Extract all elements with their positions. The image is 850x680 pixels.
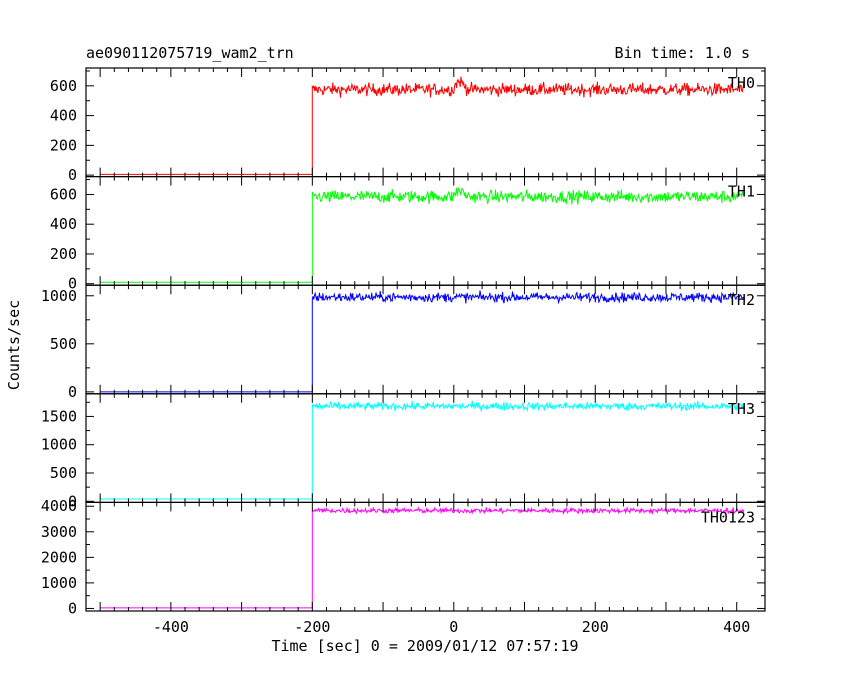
y-tick-label: 200 <box>50 245 77 263</box>
y-tick-label: 3000 <box>41 523 77 541</box>
x-tick-label: -400 <box>153 618 189 636</box>
y-tick-label: 400 <box>50 107 77 125</box>
panel-label-th1: TH1 <box>728 183 755 201</box>
y-tick-label: 1500 <box>41 407 77 425</box>
x-tick-label: 400 <box>723 618 750 636</box>
panel-frame-th1 <box>85 176 766 286</box>
panel-label-th0: TH0 <box>728 74 755 92</box>
x-tick-label: -200 <box>294 618 330 636</box>
series-line-th3 <box>100 400 745 500</box>
y-tick-label: 0 <box>68 492 77 510</box>
y-tick-label: 600 <box>50 77 77 95</box>
y-tick-label: 500 <box>50 335 77 353</box>
panel-label-th0123: TH0123 <box>701 508 755 526</box>
y-tick-label: 1000 <box>41 574 77 592</box>
chart-title: ae090112075719_wam2_trn <box>86 44 294 62</box>
panel-label-th3: TH3 <box>728 400 755 418</box>
y-tick-label: 1000 <box>41 287 77 305</box>
y-tick-label: 0 <box>68 166 77 184</box>
y-tick-label: 200 <box>50 136 77 154</box>
y-tick-label: 2000 <box>41 548 77 566</box>
series-line-th0 <box>100 76 745 175</box>
panel-frame-th3 <box>85 393 766 503</box>
y-tick-label: 500 <box>50 464 77 482</box>
x-axis-label: Time [sec] 0 = 2009/01/12 07:57:19 <box>271 637 579 655</box>
panel-frame-th0 <box>85 67 766 178</box>
y-tick-label: 4000 <box>41 497 77 515</box>
series-line-th0123 <box>100 506 745 609</box>
y-tick-label: 0 <box>68 599 77 617</box>
bin-time-label: Bin time: 1.0 s <box>614 44 750 62</box>
panel-frame-th2 <box>85 284 766 395</box>
panel-frame-th0123 <box>85 501 766 612</box>
x-tick-label: 0 <box>449 618 458 636</box>
y-tick-label: 0 <box>68 275 77 293</box>
series-line-th1 <box>100 186 745 283</box>
panel-label-th2: TH2 <box>728 291 755 309</box>
series-line-th2 <box>100 290 744 393</box>
y-tick-label: 0 <box>68 383 77 401</box>
x-tick-label: 200 <box>582 618 609 636</box>
y-tick-label: 400 <box>50 215 77 233</box>
y-tick-label: 1000 <box>41 436 77 454</box>
y-tick-label: 600 <box>50 185 77 203</box>
